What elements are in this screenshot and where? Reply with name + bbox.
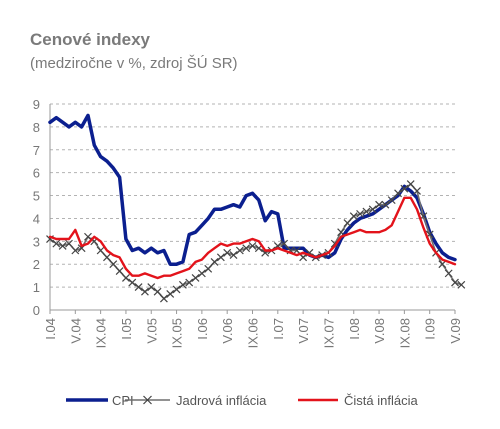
series-point-x-marker (451, 278, 459, 287)
chart-title: Cenové indexy (30, 30, 150, 49)
series-point-x-marker (159, 294, 168, 303)
series-point-x-marker (349, 212, 358, 221)
series-point-x-marker (115, 267, 124, 276)
series-point-x-marker (400, 184, 409, 193)
series-point-x-marker (280, 239, 289, 248)
series-point-x-marker (375, 200, 383, 209)
series-point-x-marker (147, 283, 156, 292)
legend-label-2: Čistá inflácia (344, 393, 418, 408)
axes (49, 104, 455, 311)
series-point-x-marker (178, 280, 187, 289)
y-tick-label: 5 (33, 189, 40, 204)
y-tick-label: 9 (33, 97, 40, 112)
series-line-0 (48, 113, 457, 266)
series-point-x-marker (406, 180, 415, 189)
series-point-x-marker (103, 253, 111, 262)
x-tick-label: I.08 (347, 318, 362, 340)
series-lines (46, 113, 466, 303)
x-tick-label: IX.05 (170, 318, 185, 348)
series-point-x-marker (248, 241, 257, 250)
series-point-x-marker (337, 228, 346, 237)
series-point-x-marker (381, 200, 390, 209)
x-tick-label: I.06 (195, 318, 210, 340)
series-line-2 (48, 196, 457, 280)
series-point-x-marker (438, 260, 447, 269)
x-tick-label: V.08 (372, 318, 387, 344)
x-tick-label: V.07 (296, 318, 311, 344)
y-tick-label: 8 (33, 120, 40, 135)
series-point-x-marker (122, 274, 130, 282)
series-point-x-marker (166, 290, 175, 298)
series-point-x-marker (204, 264, 213, 273)
legend-x-marker (143, 395, 152, 405)
series-point-x-marker (128, 278, 137, 287)
series-point-x-marker (84, 232, 92, 241)
x-tick-label: V.09 (448, 318, 463, 344)
series-point-x-marker (457, 280, 466, 289)
legend: CPI Jadrová inflácia Čistá inflácia (66, 393, 418, 408)
x-tick-label: V.05 (144, 318, 159, 344)
series-point-x-marker (216, 253, 225, 262)
series-point-x-marker (58, 241, 67, 250)
chart-subtitle: (medziročne v %, zdroj ŠÚ SR) (30, 55, 238, 72)
series-point-x-marker (343, 219, 352, 227)
x-tick-label: V.04 (68, 318, 83, 344)
series-point-x-marker (96, 246, 105, 255)
series-point-x-marker (235, 246, 244, 255)
series-point-x-marker (185, 278, 194, 287)
series-point-x-marker (444, 269, 453, 278)
y-tick-label: 3 (33, 234, 40, 249)
series-point-x-marker (394, 189, 402, 198)
series-point-x-marker (52, 239, 61, 248)
x-tick-label: V.06 (220, 318, 235, 344)
legend-label-0: CPI (112, 393, 134, 408)
y-axis-ticks: 0 1 2 3 4 5 6 7 8 9 (33, 97, 40, 318)
series-point-x-marker (65, 239, 73, 248)
series-point-x-marker (71, 246, 80, 255)
x-tick-label: I.05 (119, 318, 134, 340)
series-point-x-marker (368, 205, 377, 214)
x-axis-ticks: I.04 V.04 IX.04 I.05 V.05 IX.05 I.06 V.06 IX.06 I… (43, 310, 463, 348)
series-point-x-marker (140, 287, 149, 296)
series-point-x-marker (223, 248, 232, 257)
y-tick-label: 4 (33, 211, 40, 226)
series-point-x-marker (413, 187, 421, 195)
series-point-x-marker (292, 246, 301, 255)
y-tick-label: 7 (33, 143, 40, 158)
x-tick-label: IX.07 (321, 318, 336, 348)
series-point-x-marker (229, 251, 238, 259)
series-point-x-marker (172, 285, 181, 294)
series-point-x-marker (356, 209, 365, 218)
x-tick-label: IX.08 (397, 318, 412, 348)
series-point-x-marker (242, 244, 251, 253)
series-point-x-marker (191, 274, 200, 282)
y-tick-label: 1 (33, 280, 40, 295)
x-tick-label: IX.04 (94, 318, 109, 348)
series-point-x-marker (109, 260, 118, 269)
series-point-x-marker (197, 269, 206, 278)
series-point-x-marker (299, 253, 308, 262)
series-point-x-marker (362, 207, 371, 216)
y-tick-label: 0 (33, 303, 40, 318)
y-tick-label: 6 (33, 166, 40, 181)
grid-lines (50, 103, 455, 288)
x-tick-label: I.04 (43, 318, 58, 340)
legend-label-1: Jadrová inflácia (176, 393, 267, 408)
series-point-x-marker (153, 287, 162, 296)
series-point-x-marker (210, 258, 219, 266)
y-tick-label: 2 (33, 257, 40, 272)
series-point-x-marker (387, 196, 396, 205)
x-tick-label: IX.06 (246, 318, 261, 348)
x-tick-label: I.09 (423, 318, 438, 340)
x-tick-label: I.07 (271, 318, 286, 340)
series-point-x-marker (134, 283, 143, 292)
